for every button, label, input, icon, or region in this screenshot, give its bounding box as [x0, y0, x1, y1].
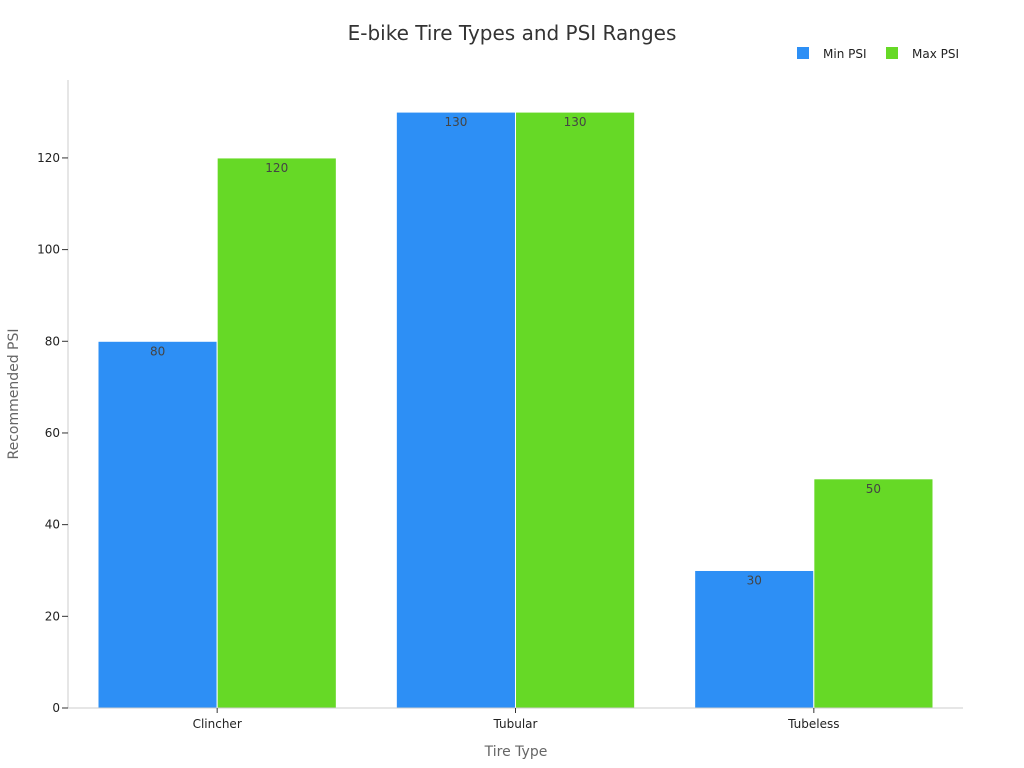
chart-title: E-bike Tire Types and PSI Ranges — [348, 21, 677, 45]
bar-tubular-min-psi — [395, 111, 517, 709]
x-tick-label-tubular: Tubular — [493, 717, 538, 731]
y-tick-label-60: 60 — [45, 426, 60, 440]
legend-label-min-psi: Min PSI — [823, 47, 867, 61]
y-tick-label-40: 40 — [45, 518, 60, 532]
x-tick-label-tubeless: Tubeless — [787, 717, 839, 731]
legend-swatch-min-psi — [797, 47, 809, 59]
bars-group — [97, 111, 934, 709]
y-tick-label-20: 20 — [45, 609, 60, 623]
y-axis-title: Recommended PSI — [6, 328, 22, 459]
data-label-clincher-min-psi: 80 — [150, 344, 165, 358]
data-label-tubular-min-psi: 130 — [444, 115, 467, 129]
bar-clincher-max-psi — [216, 157, 337, 709]
y-tick-label-0: 0 — [52, 701, 60, 715]
bar-tubular-max-psi — [515, 111, 636, 709]
legend-label-max-psi: Max PSI — [912, 47, 959, 61]
data-label-tubular-max-psi: 130 — [564, 115, 587, 129]
y-axis-ticks: 0 20 40 60 80 100 120 — [37, 151, 68, 715]
y-tick-label-100: 100 — [37, 243, 60, 257]
data-label-tubeless-max-psi: 50 — [866, 482, 881, 496]
bar-tubeless-max-psi — [813, 478, 934, 709]
bar-tubeless-min-psi — [694, 569, 815, 709]
data-label-clincher-max-psi: 120 — [265, 161, 288, 175]
bar-labels-group: 80 120 130 130 30 50 — [150, 115, 881, 587]
bar-clincher-min-psi — [97, 340, 218, 709]
x-axis-title: Tire Type — [484, 744, 548, 760]
x-axis-ticks: Clincher Tubular Tubeless — [193, 708, 840, 731]
y-tick-label-120: 120 — [37, 151, 60, 165]
legend: Min PSI Max PSI — [797, 47, 959, 61]
legend-swatch-max-psi — [886, 47, 898, 59]
x-tick-label-clincher: Clincher — [193, 717, 242, 731]
data-label-tubeless-min-psi: 30 — [747, 573, 762, 587]
y-tick-label-80: 80 — [45, 334, 60, 348]
